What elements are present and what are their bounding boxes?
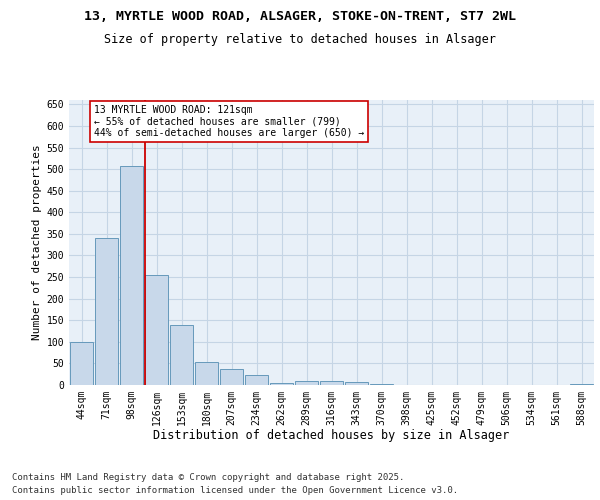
Text: Contains HM Land Registry data © Crown copyright and database right 2025.
Contai: Contains HM Land Registry data © Crown c… xyxy=(12,474,458,495)
Bar xyxy=(270,383,293,385)
Bar xyxy=(195,362,218,385)
Bar xyxy=(145,275,168,385)
Bar xyxy=(370,384,393,385)
Bar xyxy=(245,374,268,385)
Text: 13, MYRTLE WOOD ROAD, ALSAGER, STOKE-ON-TRENT, ST7 2WL: 13, MYRTLE WOOD ROAD, ALSAGER, STOKE-ON-… xyxy=(84,10,516,23)
Text: Size of property relative to detached houses in Alsager: Size of property relative to detached ho… xyxy=(104,32,496,46)
Bar xyxy=(320,380,343,385)
Bar xyxy=(295,380,318,385)
X-axis label: Distribution of detached houses by size in Alsager: Distribution of detached houses by size … xyxy=(154,430,509,442)
Bar xyxy=(220,369,243,385)
Text: 13 MYRTLE WOOD ROAD: 121sqm
← 55% of detached houses are smaller (799)
44% of se: 13 MYRTLE WOOD ROAD: 121sqm ← 55% of det… xyxy=(94,105,364,138)
Bar xyxy=(95,238,118,385)
Bar xyxy=(345,382,368,385)
Y-axis label: Number of detached properties: Number of detached properties xyxy=(32,144,43,340)
Bar xyxy=(70,342,93,385)
Bar xyxy=(120,166,143,385)
Bar xyxy=(570,384,593,385)
Bar xyxy=(170,324,193,385)
